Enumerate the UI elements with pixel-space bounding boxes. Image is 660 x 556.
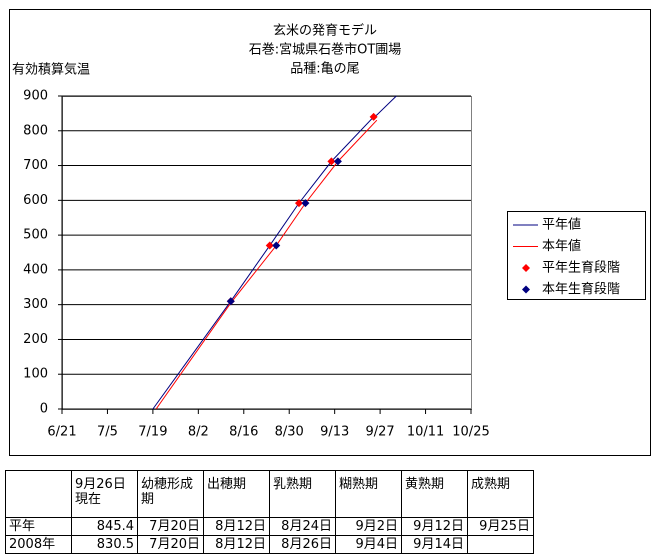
table-cell: 8月26日 [269, 535, 336, 554]
y-tick-label: 100 [23, 367, 48, 382]
table-cell: 平年 [5, 517, 72, 536]
legend-label: 本年生育段階 [542, 281, 620, 297]
chart-title: 品種:亀の尾 [290, 61, 359, 77]
table-cell: 7月20日 [137, 517, 204, 536]
y-tick-label: 800 [23, 123, 48, 138]
legend-swatch [522, 285, 530, 294]
chart: 玄米の発育モデル 石巻:宮城県石巻市OT圃場 品種:亀の尾 有効積算気温 0 10… [9, 9, 651, 456]
legend [507, 211, 646, 300]
summary-table: 9月26日現在 幼穂形成期 出穂期 乳熟期 糊熟期 黄熟期 成熟期 平年 845.4 7月20日 8… [5, 470, 534, 554]
table-row: 平年 845.4 7月20日 8月12日 8月24日 9月2日 9月12日 9月25日 [5, 517, 534, 536]
x-tick-label: 6/21 [47, 425, 76, 440]
x-tick-label: 7/5 [97, 425, 118, 440]
x-tick-label: 9/27 [366, 425, 395, 440]
legend-swatch [522, 264, 530, 272]
x-tick-label: 7/19 [138, 425, 167, 440]
table-cell: 幼穂形成期 [137, 470, 204, 518]
x-tick-label: 10/11 [407, 425, 444, 440]
table-cell: 糊熟期 [335, 470, 402, 518]
chart-title: 玄米の発育モデル [273, 23, 377, 39]
table-cell: 9月26日現在 [71, 470, 138, 518]
table-cell: 2008年 [5, 535, 72, 554]
x-tick-label: 8/16 [229, 425, 258, 440]
table-cell: 9月12日 [401, 517, 468, 536]
stage-marker [301, 199, 310, 208]
legend-label: 平年値 [542, 217, 581, 233]
x-tick-label: 8/30 [275, 425, 304, 440]
table-cell: 出穂期 [203, 470, 270, 518]
table-cell: 9月25日 [467, 517, 534, 536]
table-cell: 9月14日 [401, 535, 468, 554]
x-tick-label: 9/13 [320, 425, 349, 440]
stage-marker [333, 157, 342, 166]
table-cell: 9月4日 [335, 535, 402, 554]
x-tick-label: 8/2 [188, 425, 209, 440]
table-cell [5, 470, 72, 518]
table-cell: 8月24日 [269, 517, 336, 536]
stage-marker [369, 112, 378, 121]
stage-marker [272, 241, 281, 250]
y-tick-label: 400 [23, 262, 48, 277]
table-row: 2008年 830.5 7月20日 8月12日 8月26日 9月4日 9月14日 [5, 535, 534, 554]
table-cell: 8月12日 [203, 517, 270, 536]
table-cell: 8月12日 [203, 535, 270, 554]
plot-area [62, 96, 472, 410]
table-cell: 黄熟期 [401, 470, 468, 518]
stage-marker [327, 157, 336, 166]
y-tick-label: 700 [23, 158, 48, 173]
table-row: 9月26日現在 幼穂形成期 出穂期 乳熟期 糊熟期 黄熟期 成熟期 [5, 470, 534, 518]
stage-marker [226, 297, 235, 306]
y-tick-label: 500 [23, 228, 48, 243]
table-cell: 9月2日 [335, 517, 402, 536]
y-tick-label: 300 [23, 297, 48, 312]
series-line [152, 95, 397, 410]
table-cell: 7月20日 [137, 535, 204, 554]
table-cell: 830.5 [71, 535, 138, 554]
series-line [155, 119, 378, 410]
y-tick-label: 600 [23, 193, 48, 208]
legend-label: 平年生育段階 [542, 260, 620, 276]
y-tick-label: 0 [40, 402, 48, 417]
stage-marker [294, 199, 303, 208]
y-tick-label: 200 [23, 332, 48, 347]
x-tick-label: 10/25 [452, 425, 489, 440]
table-cell [467, 535, 534, 554]
legend-label: 本年値 [542, 238, 581, 254]
table-cell: 845.4 [71, 517, 138, 536]
y-tick-label: 900 [23, 89, 48, 104]
table-cell: 乳熟期 [269, 470, 336, 518]
stage-marker [265, 241, 274, 250]
y-axis-label: 有効積算気温 [12, 62, 90, 78]
table-cell: 成熟期 [467, 470, 534, 518]
chart-title: 石巻:宮城県石巻市OT圃場 [249, 42, 402, 58]
